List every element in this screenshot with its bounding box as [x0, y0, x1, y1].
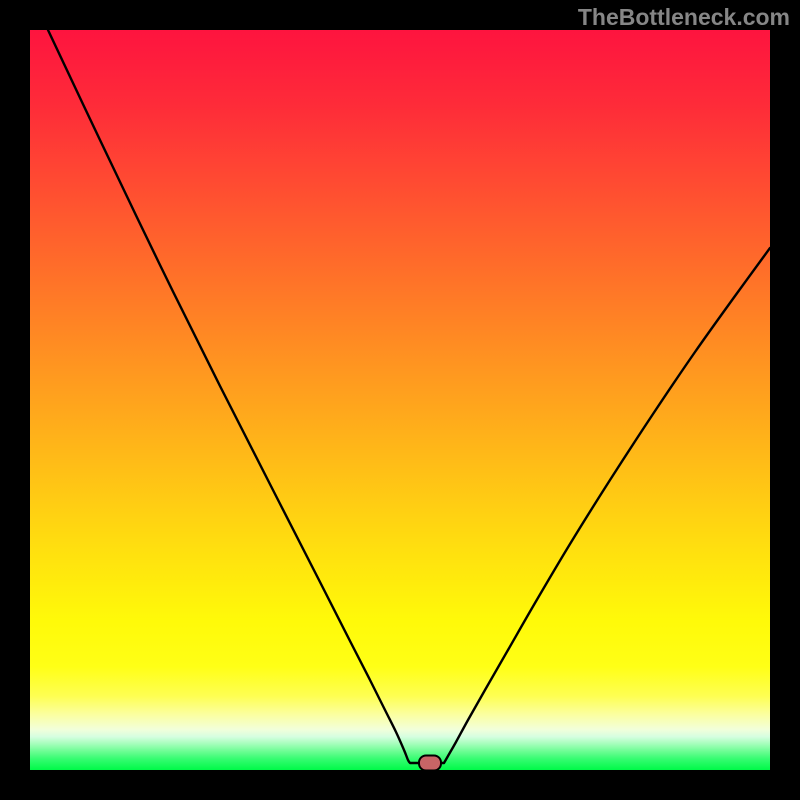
watermark-text: TheBottleneck.com — [578, 4, 790, 31]
chart-frame: TheBottleneck.com — [0, 0, 800, 800]
bottleneck-curve — [30, 30, 770, 770]
bottleneck-marker — [417, 754, 443, 771]
plot-area — [30, 30, 770, 770]
